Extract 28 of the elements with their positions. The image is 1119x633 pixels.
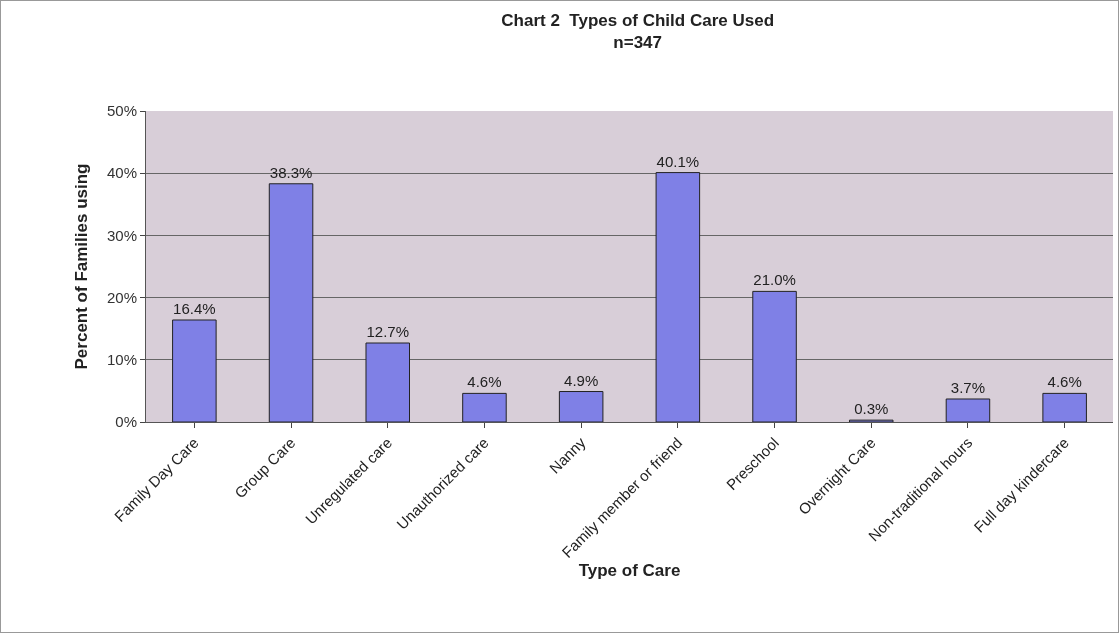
bar bbox=[558, 391, 604, 422]
bar bbox=[945, 398, 991, 422]
y-tick-label: 30% bbox=[106, 226, 137, 244]
x-axis-title: Type of Care bbox=[578, 560, 681, 580]
y-tick-label: 10% bbox=[106, 351, 137, 369]
data-label: 4.9% bbox=[564, 371, 599, 389]
y-tick-label: 50% bbox=[106, 102, 137, 120]
data-label: 3.7% bbox=[950, 378, 986, 396]
bar bbox=[365, 342, 411, 422]
bar bbox=[655, 172, 701, 422]
data-label: 4.6% bbox=[1047, 373, 1082, 391]
bar bbox=[752, 290, 797, 422]
data-label: 21.0% bbox=[753, 271, 796, 289]
data-label: 0.3% bbox=[854, 400, 889, 418]
bar bbox=[462, 392, 507, 422]
data-label: 12.7% bbox=[366, 323, 410, 341]
y-axis-title: Percent of Families using bbox=[71, 163, 91, 370]
bar bbox=[268, 183, 314, 422]
data-label: 16.4% bbox=[173, 299, 216, 317]
y-tick-label: 40% bbox=[106, 164, 137, 182]
y-tick-label: 0% bbox=[115, 413, 137, 431]
bar bbox=[172, 319, 217, 422]
data-label: 40.1% bbox=[656, 152, 700, 170]
data-label: 4.6% bbox=[467, 373, 502, 391]
y-tick-label: 20% bbox=[106, 288, 137, 306]
chart-title: Chart 2 Types of Child Care Used bbox=[501, 11, 775, 31]
bar bbox=[1042, 392, 1087, 422]
chart-subtitle: n=347 bbox=[613, 33, 663, 53]
